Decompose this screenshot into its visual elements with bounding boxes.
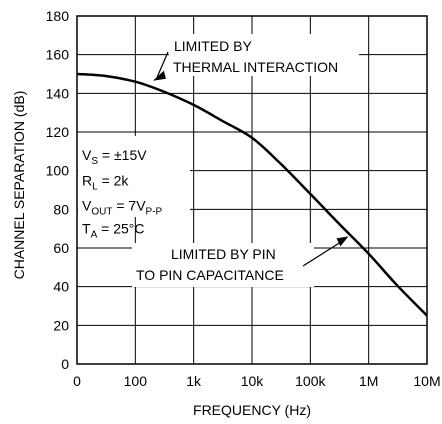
x-axis-label: FREQUENCY (Hz) xyxy=(193,402,311,418)
annotation-thermal-leader xyxy=(156,51,169,79)
y-tick-label: 140 xyxy=(46,85,70,101)
tick-labels: 0 100 1k 10k 100k 1M 10M 0 20 40 60 80 100 120 140 160 1… xyxy=(46,8,441,389)
y-tick-label: 40 xyxy=(53,279,69,295)
y-tick-label: 60 xyxy=(53,240,69,256)
condition-line: RL = 2k xyxy=(82,172,129,192)
condition-line: VS = ±15V xyxy=(82,147,147,167)
conditions-box: VS = ±15V RL = 2k VOUT = 7VP-P TA = 25°C xyxy=(78,135,190,241)
condition-line: VOUT = 7VP-P xyxy=(82,197,163,217)
channel-separation-curve xyxy=(76,72,428,317)
y-tick-label: 0 xyxy=(61,356,69,372)
annotation-thermal-line1: LIMITED BY xyxy=(174,38,252,54)
x-tick-label: 0 xyxy=(73,373,81,389)
y-axis-label: CHANNEL SEPARATION (dB) xyxy=(11,91,27,280)
y-tick-label: 160 xyxy=(46,47,70,63)
y-tick-label: 180 xyxy=(46,8,70,24)
annotation-thermal-line2: THERMAL INTERACTION xyxy=(173,59,338,75)
y-tick-label: 100 xyxy=(46,163,70,179)
x-tick-label: 10k xyxy=(241,373,265,389)
x-tick-label: 100k xyxy=(295,373,326,389)
annotation-2-background xyxy=(132,243,314,287)
y-tick-label: 120 xyxy=(46,124,70,140)
plot-frame-layer xyxy=(76,15,428,365)
x-tick-label: 10M xyxy=(413,373,440,389)
annotation-pin-line2: TO PIN CAPACITANCE xyxy=(136,267,284,283)
annotation-1-background xyxy=(169,34,359,76)
annotation-pin-line1: LIMITED BY PIN xyxy=(171,246,276,262)
y-tick-label: 20 xyxy=(53,317,69,333)
annotations: LIMITED BY THERMAL INTERACTION LIMITED BY … xyxy=(132,34,359,287)
x-tick-label: 1M xyxy=(359,373,378,389)
y-tick-label: 80 xyxy=(53,201,69,217)
plot-frame xyxy=(76,15,428,365)
x-tick-label: 100 xyxy=(124,373,148,389)
annotation-thermal-arrowhead xyxy=(152,70,166,81)
annotation-pin-arrowhead xyxy=(336,236,349,247)
annotation-pin-leader xyxy=(302,239,344,267)
curve-layer xyxy=(76,72,428,317)
condition-line: TA = 25°C xyxy=(82,221,144,241)
conditions-background xyxy=(78,135,190,218)
x-tick-label: 1k xyxy=(186,373,202,389)
